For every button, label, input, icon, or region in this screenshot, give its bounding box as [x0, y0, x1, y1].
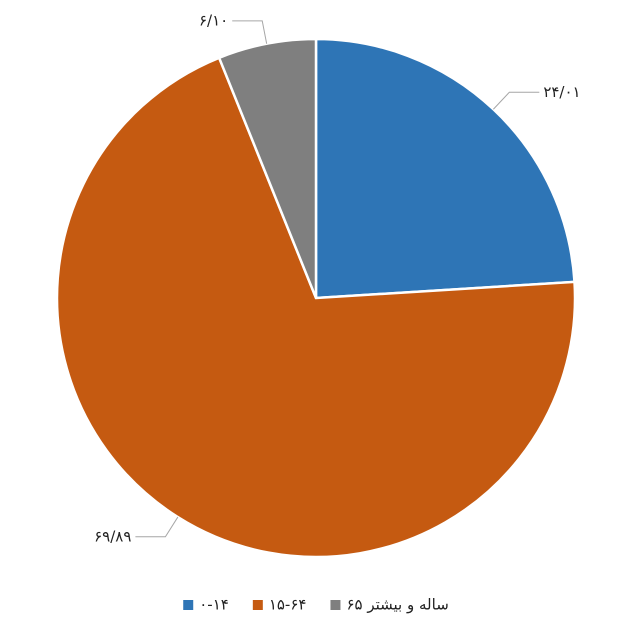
legend-label: ۶۵ ساله و بیشتر [346, 596, 448, 614]
legend-marker [330, 600, 341, 610]
pie-slice [55, 56, 577, 559]
legend-marker [183, 600, 194, 610]
leader-line [492, 91, 540, 110]
pie-slice [314, 37, 576, 300]
data-label: ۲۴/۰۱ [543, 83, 580, 101]
pie-slice [217, 37, 318, 299]
leader-line [135, 516, 179, 538]
data-label: ۶/۱۰ [199, 11, 228, 29]
legend-label: ۱۵-۶۴ [269, 596, 307, 614]
legend-marker [252, 600, 263, 610]
leader-line [232, 20, 268, 44]
data-label: ۶۹/۸۹ [94, 527, 131, 545]
legend-label: ۰-۱۴ [199, 596, 229, 614]
